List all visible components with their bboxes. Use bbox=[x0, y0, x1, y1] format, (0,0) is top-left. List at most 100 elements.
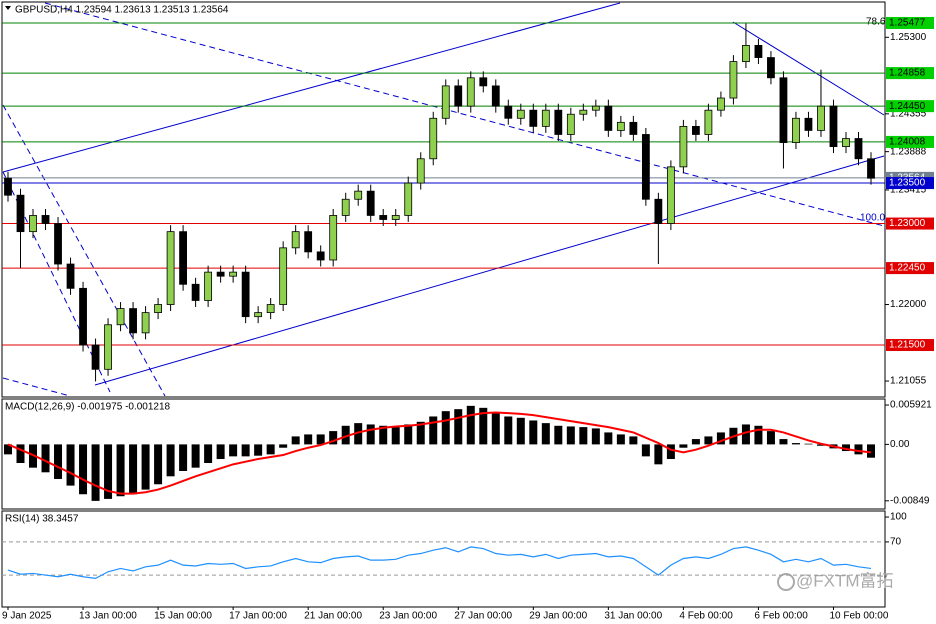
candle-body bbox=[79, 287, 87, 346]
candle-body bbox=[341, 198, 350, 216]
macd-bar bbox=[91, 444, 100, 501]
candle-body bbox=[166, 231, 175, 305]
macd-bar bbox=[204, 444, 213, 464]
dropdown-icon bbox=[5, 6, 11, 10]
y-tick-label: 1.25300 bbox=[890, 32, 927, 43]
candle-body bbox=[316, 251, 325, 261]
macd-bar bbox=[166, 444, 175, 477]
candle-body bbox=[116, 308, 125, 326]
candle-body bbox=[441, 85, 450, 119]
macd-bar bbox=[404, 424, 413, 445]
macd-bar bbox=[854, 444, 863, 455]
candle-body bbox=[154, 304, 162, 314]
macd-bar bbox=[666, 444, 675, 460]
macd-bar bbox=[591, 428, 600, 445]
macd-bar bbox=[791, 443, 800, 445]
candle-body bbox=[779, 77, 788, 143]
macd-bar bbox=[104, 444, 113, 499]
level-label: 1.22450 bbox=[889, 263, 926, 274]
candle-body bbox=[29, 215, 37, 233]
signal-line bbox=[7, 411, 872, 495]
macd-bar bbox=[229, 444, 238, 457]
candle-body bbox=[641, 134, 650, 200]
macd-bar bbox=[816, 444, 825, 446]
candle-body bbox=[616, 121, 625, 131]
y-tick-label: 100 bbox=[890, 512, 907, 523]
candle-body bbox=[804, 117, 813, 131]
y-tick-label: 1.22000 bbox=[890, 299, 927, 310]
macd-bar bbox=[291, 436, 300, 445]
macd-bar bbox=[741, 424, 750, 445]
macd-bar bbox=[516, 417, 525, 445]
candle-body bbox=[266, 304, 275, 314]
level-box bbox=[886, 177, 934, 190]
macd-bar bbox=[79, 444, 88, 495]
level-box bbox=[886, 217, 934, 230]
candle-body bbox=[504, 105, 513, 119]
candle-body bbox=[554, 109, 563, 135]
candle-body bbox=[191, 283, 200, 301]
y-tick-label: 1.24355 bbox=[890, 108, 927, 119]
candle-body bbox=[241, 271, 250, 318]
candle-body bbox=[4, 177, 12, 196]
macd-bar bbox=[804, 443, 813, 445]
y-tick-label: 1.23888 bbox=[890, 146, 927, 157]
macd-bar bbox=[154, 444, 163, 485]
trendline bbox=[2, 2, 621, 173]
macd-bar bbox=[429, 416, 438, 445]
macd-bar bbox=[66, 444, 75, 486]
macd-bar bbox=[279, 444, 288, 448]
candle-body bbox=[141, 312, 150, 334]
candle-body bbox=[354, 190, 363, 200]
candle-body bbox=[54, 223, 62, 265]
macd-bar bbox=[354, 423, 363, 445]
x-tick-label: 4 Feb 00:00 bbox=[679, 611, 733, 622]
level-box bbox=[886, 339, 934, 352]
watermark: @FXTM富拓 bbox=[796, 571, 894, 590]
x-tick-label: 9 Jan 2025 bbox=[2, 611, 52, 622]
macd-bar bbox=[579, 427, 588, 445]
macd-bar bbox=[304, 434, 313, 445]
candle-body bbox=[767, 57, 775, 79]
x-tick-label: 10 Feb 00:00 bbox=[829, 611, 888, 622]
macd-bar bbox=[704, 436, 713, 445]
candle-body bbox=[66, 263, 75, 289]
candle-body bbox=[579, 109, 588, 115]
candle-body bbox=[304, 231, 313, 253]
macd-bar bbox=[191, 444, 200, 468]
candle-body bbox=[717, 97, 725, 111]
rsi-panel bbox=[1, 510, 886, 608]
macd-bar bbox=[441, 411, 450, 445]
x-tick-label: 29 Jan 00:00 bbox=[529, 611, 587, 622]
candle-body bbox=[429, 117, 438, 160]
fib-label: 78.6 bbox=[866, 17, 886, 28]
candle-body bbox=[591, 105, 600, 111]
candle-body bbox=[479, 77, 488, 87]
level-label: 1.25477 bbox=[889, 18, 926, 29]
candle-body bbox=[529, 109, 538, 127]
candle-body bbox=[792, 117, 800, 143]
macd-bar bbox=[529, 420, 538, 445]
x-tick-label: 17 Jan 00:00 bbox=[229, 611, 287, 622]
candle-body bbox=[854, 138, 863, 160]
macd-bar bbox=[616, 434, 625, 445]
candle-body bbox=[654, 198, 663, 224]
candle-body bbox=[541, 109, 550, 127]
macd-bar bbox=[554, 425, 563, 445]
macd-bar bbox=[179, 444, 188, 471]
macd-bar bbox=[604, 432, 613, 445]
x-tick-label: 21 Jan 00:00 bbox=[304, 611, 362, 622]
macd-bar bbox=[54, 444, 63, 479]
level-label: 1.24008 bbox=[889, 137, 926, 148]
fib-line bbox=[44, 2, 885, 227]
macd-bar bbox=[541, 423, 550, 445]
candle-body bbox=[104, 324, 112, 370]
macd-bar bbox=[754, 425, 763, 445]
candle-body bbox=[41, 215, 50, 224]
candle-body bbox=[179, 231, 188, 285]
macd-bar bbox=[867, 444, 875, 458]
macd-bar bbox=[391, 427, 400, 445]
candle-body bbox=[754, 45, 763, 58]
level-box bbox=[886, 135, 934, 148]
